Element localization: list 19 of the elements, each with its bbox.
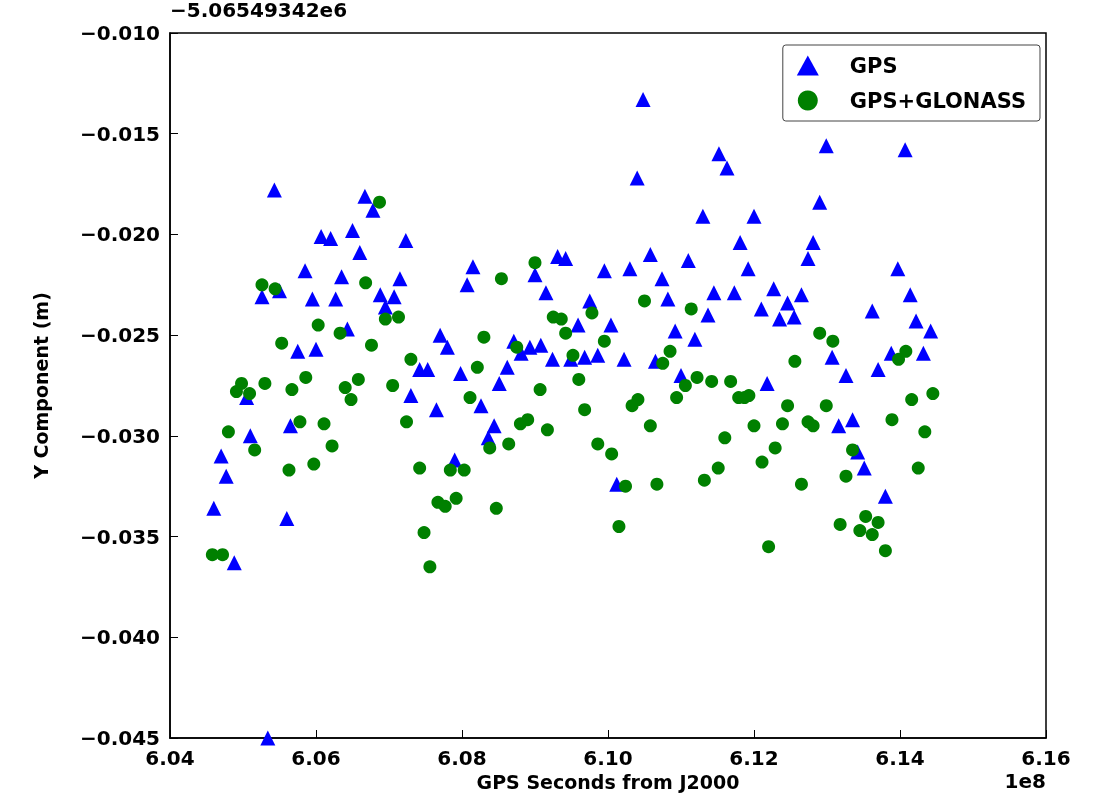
x-tick-label: 6.12 bbox=[729, 746, 779, 770]
y-tick-label: −0.015 bbox=[79, 121, 160, 146]
text: 1e8 bbox=[1004, 769, 1047, 793]
y-tick-label: −0.010 bbox=[79, 21, 160, 45]
x-tick-label: 6.08 bbox=[437, 746, 487, 770]
x-tick-label: 6.14 bbox=[875, 746, 925, 770]
y-tick-label: −0.020 bbox=[79, 222, 160, 247]
text: −5.06549342e6 bbox=[170, 0, 348, 22]
legend-label: GPS+GLONASS bbox=[849, 88, 1026, 113]
x-tick-label: 6.10 bbox=[583, 746, 633, 770]
x-tick-label: 6.16 bbox=[1021, 746, 1071, 770]
y-tick-label: −0.040 bbox=[79, 625, 160, 650]
legend-label: GPS bbox=[849, 53, 898, 78]
y-tick-label: −0.030 bbox=[79, 423, 160, 448]
x-axis-title: GPS Seconds from J2000 bbox=[476, 771, 740, 794]
y-axis-title: Y Component (m) bbox=[29, 292, 52, 480]
x-tick-label: 6.06 bbox=[291, 746, 341, 770]
y-tick-label: −0.035 bbox=[79, 524, 160, 549]
y-tick-label: −0.025 bbox=[79, 323, 160, 348]
